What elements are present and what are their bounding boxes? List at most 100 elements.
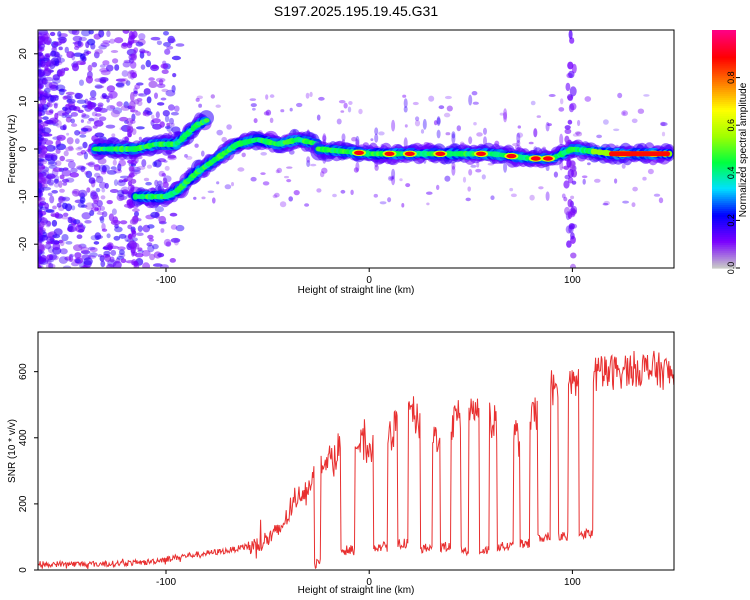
spectral-blob: [332, 193, 337, 198]
colorbar-cell: [712, 256, 736, 259]
spectral-blob: [134, 84, 141, 90]
spectral-blob: [38, 165, 43, 173]
spectral-blob: [94, 84, 103, 89]
colorbar-cell: [712, 258, 736, 261]
spectral-blob: [168, 104, 175, 111]
spectral-blob: [116, 101, 123, 107]
colorbar-cell: [712, 260, 736, 263]
spectral-blob: [96, 205, 102, 213]
colorbar-cell: [712, 214, 736, 218]
spectral-blob: [581, 175, 588, 179]
spectral-blob: [138, 136, 142, 141]
colorbar-cell: [712, 186, 736, 190]
colorbar-cell: [712, 107, 736, 110]
spectral-blob: [48, 253, 58, 260]
spectral-blob: [444, 175, 451, 182]
spectral-blob: [379, 201, 387, 205]
spectral-blob: [569, 86, 577, 97]
spectral-blob: [53, 228, 63, 236]
spectral-blob: [86, 101, 92, 104]
spectral-blob: [293, 190, 300, 196]
spectral-blob: [132, 208, 140, 213]
spectral-blob: [147, 234, 154, 240]
colorbar-cell: [712, 208, 736, 212]
spectral-blob: [621, 110, 628, 117]
spectral-blob: [276, 167, 282, 174]
spectral-blob: [563, 196, 568, 202]
colorbar-cell: [712, 109, 736, 112]
spectral-blob: [57, 195, 64, 204]
spectral-blob: [68, 253, 75, 258]
spectral-blob: [632, 186, 638, 192]
spectral-blob: [444, 95, 452, 100]
spectral-blob: [38, 189, 42, 193]
spectral-blob: [543, 156, 553, 161]
colorbar-cell: [712, 246, 736, 249]
spectral-blob: [121, 42, 128, 47]
spectral-blob: [46, 173, 56, 180]
colorbar-cell: [712, 105, 736, 108]
colorbar-cell: [712, 248, 736, 251]
spectral-blob: [130, 61, 137, 69]
spectral-blob: [152, 161, 157, 168]
spectral-blob: [661, 131, 666, 137]
spectral-blob: [52, 242, 61, 251]
colorbar-cell: [712, 164, 736, 168]
colorbar-cell: [712, 192, 736, 196]
spectral-blob: [109, 93, 113, 101]
spectral-blob: [62, 181, 68, 186]
spectral-blob: [584, 96, 592, 102]
colorbar-cell: [712, 194, 736, 198]
spectral-blob: [353, 167, 359, 173]
colorbar-cell: [712, 184, 736, 188]
colorbar-cell: [712, 228, 736, 231]
spectral-blob: [533, 128, 538, 138]
spectral-blob: [567, 61, 574, 70]
snr-line: [38, 350, 674, 570]
spectral-blob: [316, 114, 321, 121]
colorbar-cell: [712, 83, 736, 87]
spectral-blob: [38, 110, 43, 114]
colorbar-cell: [712, 158, 736, 162]
spectral-blob: [74, 138, 80, 145]
spectral-blob: [133, 87, 138, 93]
y-tick-label: 600: [18, 363, 29, 380]
spectral-blob: [100, 260, 106, 268]
spectral-blob: [414, 120, 421, 127]
spectral-blob: [50, 50, 57, 57]
spectral-blob: [175, 43, 185, 47]
spectral-blob: [570, 252, 577, 259]
spectral-blob: [165, 241, 172, 247]
spectral-blob: [128, 165, 134, 172]
spectral-blob: [38, 116, 44, 120]
spectral-blob: [373, 193, 378, 198]
colorbar-cell: [712, 135, 736, 138]
spectral-blob: [503, 108, 508, 120]
colorbar-cell: [712, 141, 736, 144]
spectral-blob: [436, 184, 440, 190]
colorbar-cell: [712, 73, 736, 77]
spectral-blob: [94, 85, 105, 89]
spectral-blob: [355, 135, 360, 148]
spectral-blob: [587, 162, 591, 166]
spectral-blob: [65, 116, 72, 123]
spectral-blob: [71, 205, 76, 211]
spectral-blob: [38, 137, 44, 142]
spectral-blob: [109, 189, 119, 193]
spectral-blob: [343, 102, 348, 109]
colorbar-cell: [712, 156, 736, 160]
spectral-blob: [128, 233, 133, 240]
spectral-blob: [110, 50, 119, 53]
colorbar-cell: [712, 119, 736, 122]
spectral-blob: [38, 227, 46, 233]
spectral-blob: [39, 154, 44, 158]
spectral-blob: [112, 58, 119, 64]
spectral-blob: [631, 118, 638, 124]
spectral-blob: [121, 70, 129, 77]
spectral-blob: [84, 202, 95, 210]
spectral-blob: [79, 53, 85, 62]
spectral-blob: [97, 102, 104, 107]
spectral-blob: [140, 64, 146, 70]
spectral-blob: [104, 182, 109, 189]
spectral-blob: [38, 202, 45, 206]
